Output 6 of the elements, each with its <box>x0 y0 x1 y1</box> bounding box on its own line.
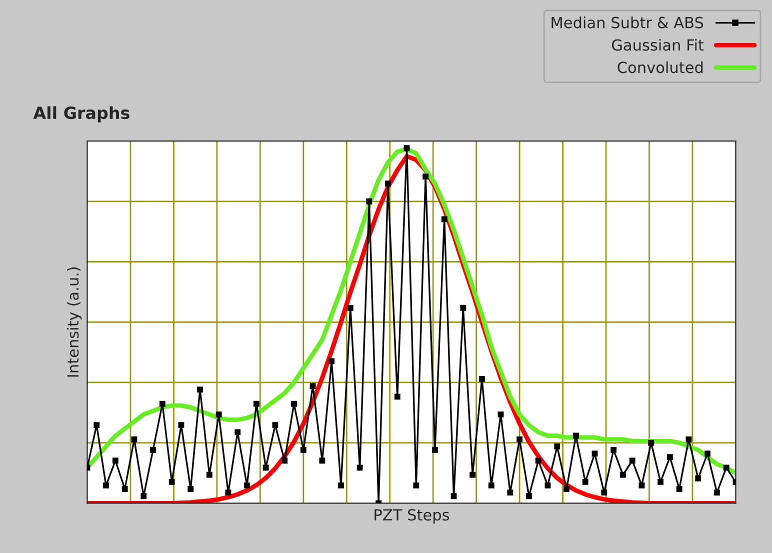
legend-label: Convoluted <box>618 61 703 74</box>
legend-label: Median Subtr & ABS <box>552 16 704 28</box>
chart-title: All Graphs <box>33 106 130 122</box>
legend-label: Gaussian Fit <box>612 38 704 51</box>
y-axis-title: Intensity (a.u.) <box>66 267 82 377</box>
x-axis-title: PZT Steps <box>374 509 450 524</box>
